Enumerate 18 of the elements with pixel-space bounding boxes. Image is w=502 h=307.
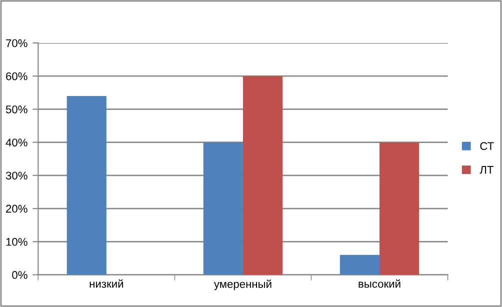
legend-label: СТ <box>480 142 494 150</box>
y-tick-label: 10% <box>6 238 28 246</box>
y-tick-label: 20% <box>6 204 28 213</box>
y-tick-label: 30% <box>6 172 28 180</box>
bar <box>380 142 420 275</box>
y-tick-label: 0% <box>12 271 28 279</box>
legend-label: ЛТ <box>480 166 494 174</box>
y-tick-label: 40% <box>6 138 28 146</box>
x-tick-label: умеренный <box>214 280 272 290</box>
bar <box>340 254 380 275</box>
bar <box>203 142 243 275</box>
x-tick-label: низкий <box>90 279 124 288</box>
y-tick-label: 60% <box>6 72 28 80</box>
x-tick-label: высокий <box>358 279 400 288</box>
y-tick-label: 70% <box>6 39 28 48</box>
y-tick-label: 50% <box>6 105 28 114</box>
bar <box>242 76 283 275</box>
bar <box>66 96 106 275</box>
